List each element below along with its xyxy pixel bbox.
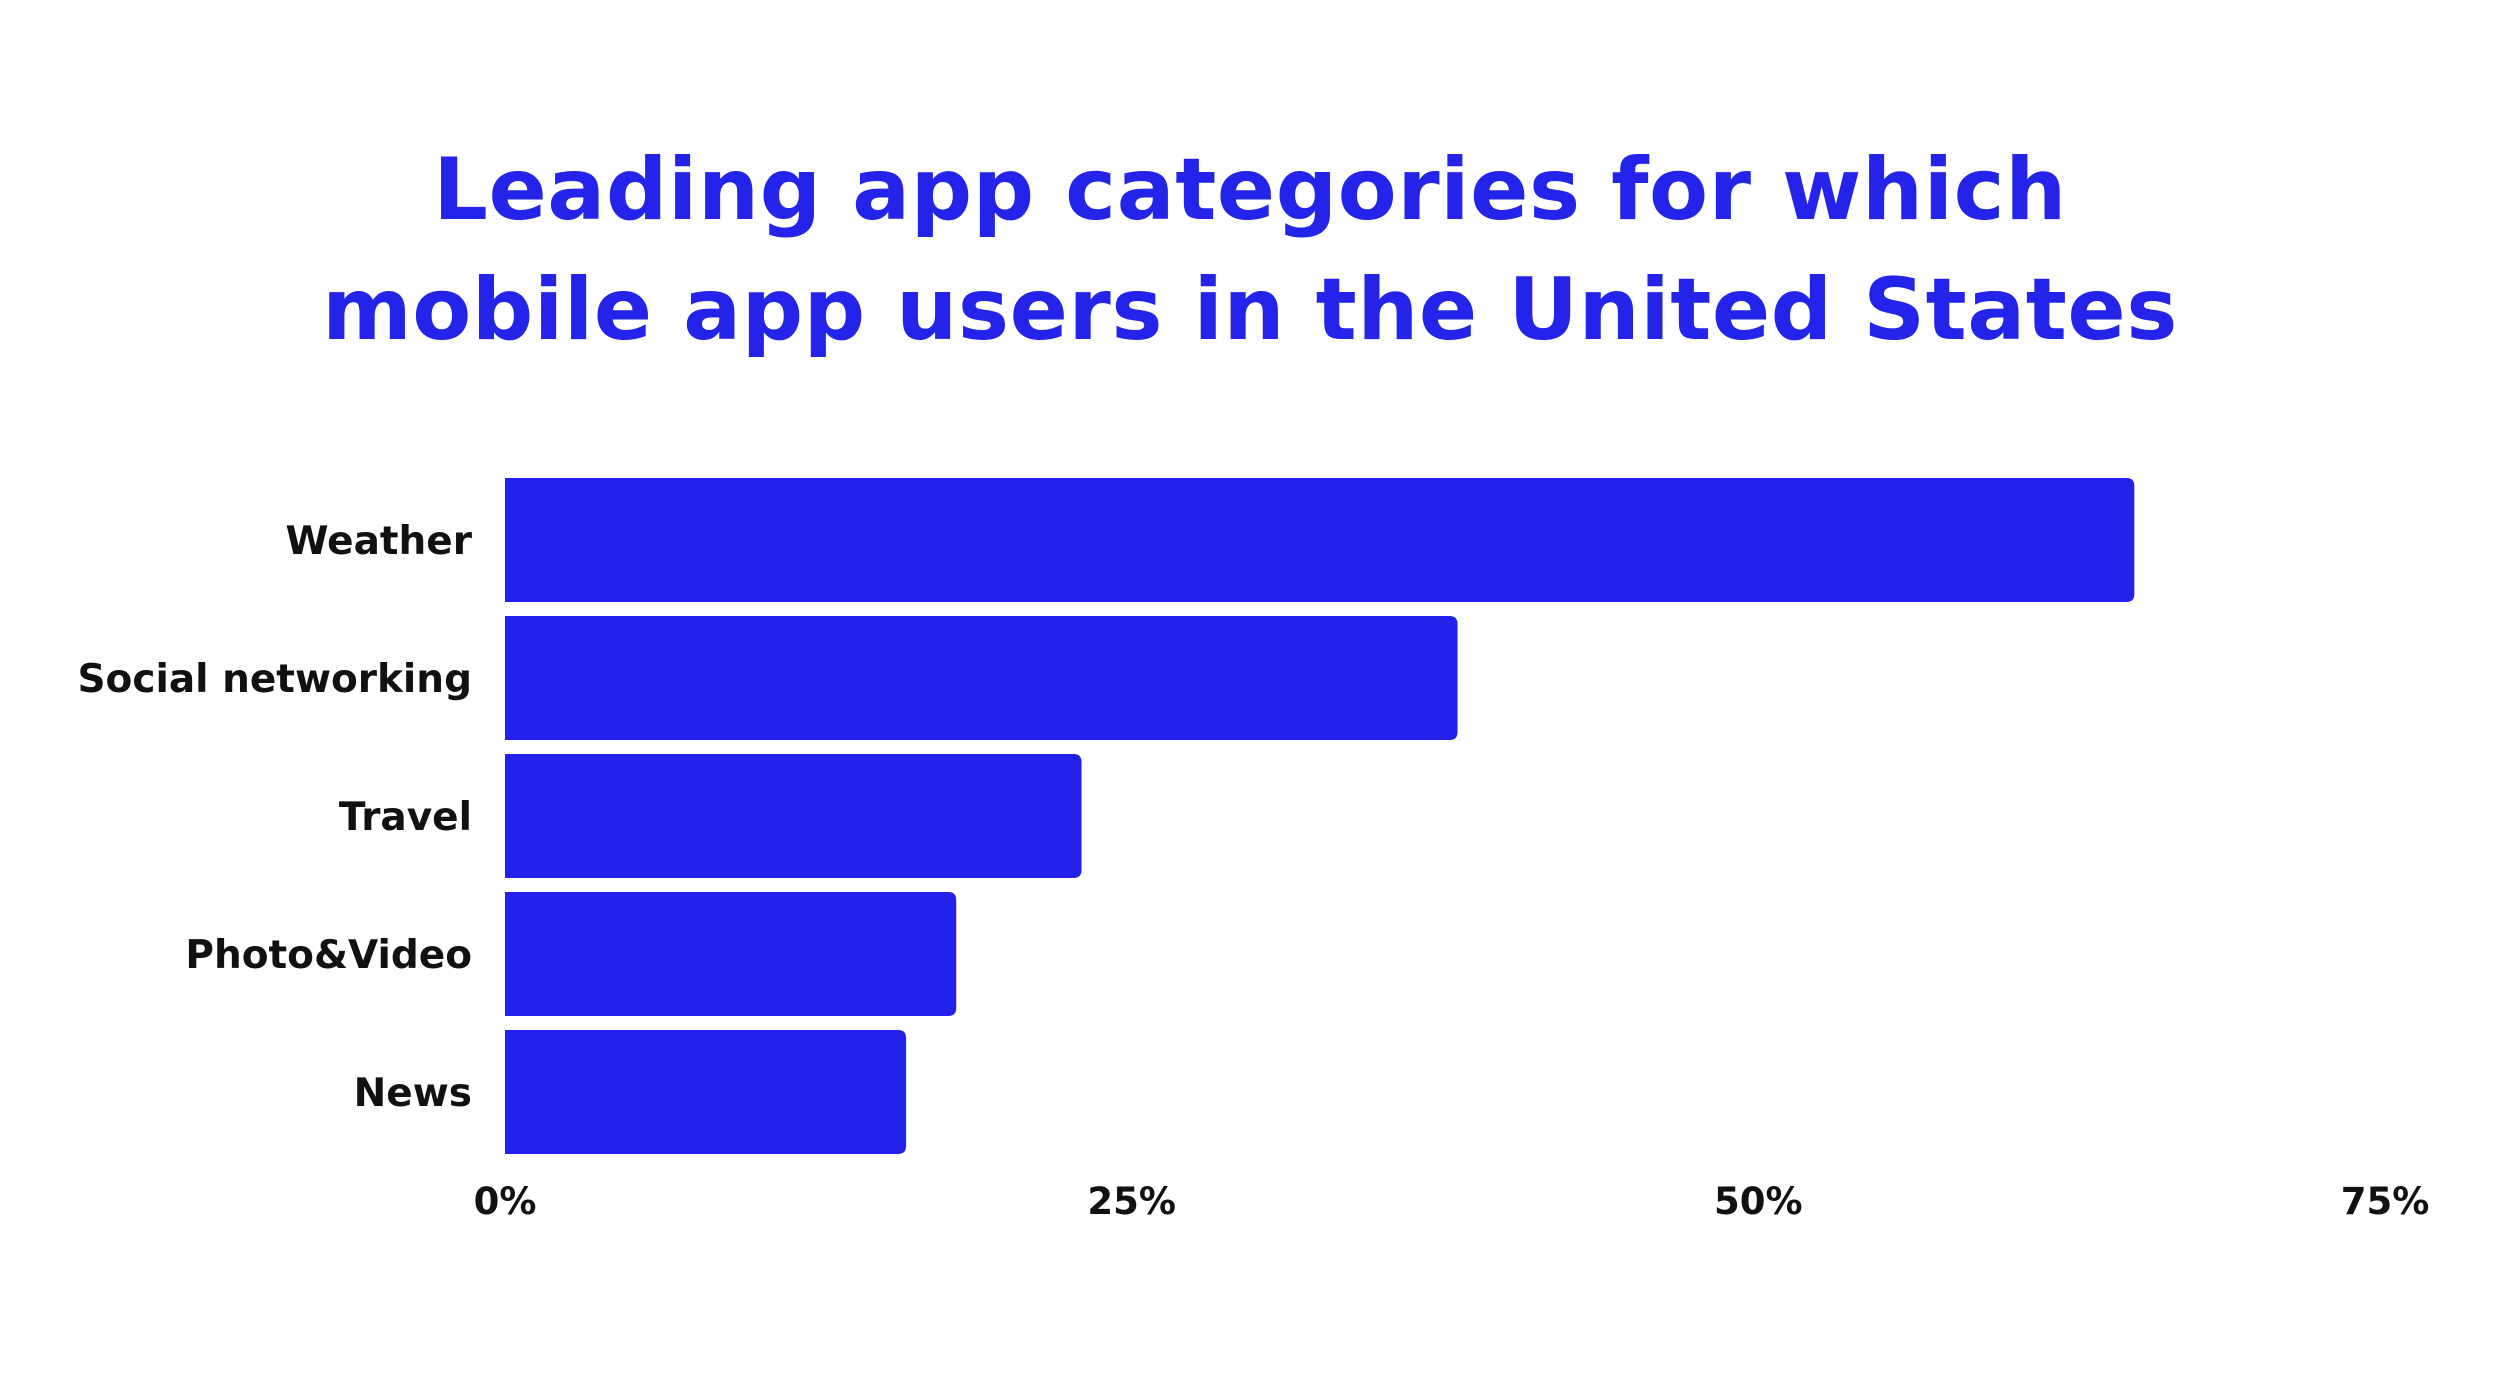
- category-label: News: [354, 1071, 472, 1116]
- chart-title-line-2: mobile app users in the United States: [322, 260, 2178, 360]
- bar-photo-video: [505, 892, 957, 1016]
- bars-group: [505, 478, 2135, 1154]
- x-tick-label: 0%: [474, 1180, 537, 1223]
- x-tick-label: 50%: [1714, 1180, 1803, 1223]
- bar-travel: [505, 754, 1082, 878]
- bar-news: [505, 1030, 907, 1154]
- x-axis-tick-labels: 0% 25% 50% 75%: [474, 1180, 2430, 1223]
- bar-social-networking: [505, 616, 1458, 740]
- chart-title: Leading app categories for which mobile …: [0, 130, 2500, 370]
- category-label: Weather: [286, 519, 473, 564]
- bar-weather: [505, 478, 2135, 602]
- x-tick-label: 75%: [2341, 1180, 2430, 1223]
- x-tick-label: 25%: [1087, 1180, 1176, 1223]
- category-labels: Weather Social networking Travel Photo&Vide…: [77, 519, 472, 1116]
- category-label: Travel: [339, 795, 472, 840]
- chart-title-line-1: Leading app categories for which: [433, 140, 2067, 240]
- category-label: Social networking: [77, 657, 472, 702]
- category-label: Photo&Video: [185, 933, 472, 978]
